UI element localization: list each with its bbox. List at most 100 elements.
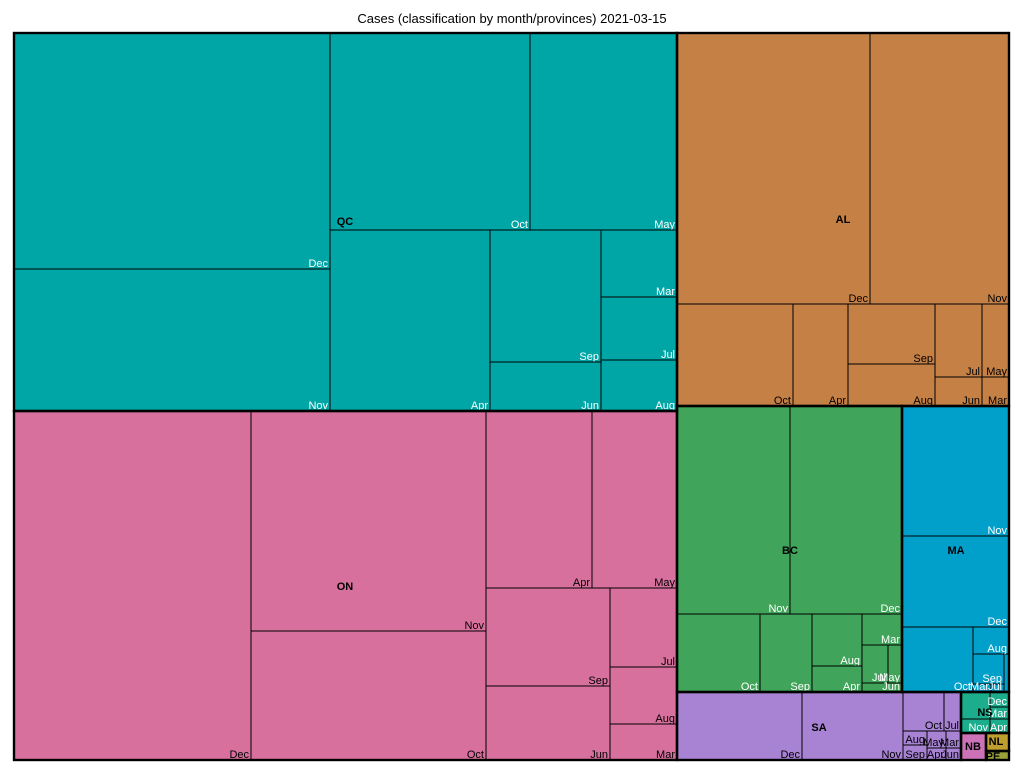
province-pe-border (984, 749, 1011, 762)
province-label-pe: PE (986, 751, 1001, 763)
cell-al-aug (847, 363, 936, 407)
month-label: Jul (661, 656, 675, 668)
month-label: Nov (768, 603, 788, 615)
month-label: Oct (511, 219, 528, 231)
month-label: Sep (913, 353, 933, 365)
cell-al-jul (934, 303, 983, 378)
month-label: Apr (927, 749, 944, 761)
month-label: Sep (579, 351, 599, 363)
cell-bc-jul (861, 644, 889, 684)
month-label: Aug (913, 395, 933, 407)
month-label: Jun (590, 749, 608, 761)
cell-on-aug (609, 666, 678, 725)
month-label: Mar (656, 749, 675, 761)
cell-on-jun (485, 685, 611, 761)
month-label: Dec (880, 603, 900, 615)
month-label: Sep (982, 673, 1002, 685)
month-label: Mar (940, 737, 959, 749)
chart-title: Cases (classification by month/provinces… (357, 11, 667, 26)
cell-bc-dec (789, 405, 903, 615)
month-label: Oct (467, 749, 484, 761)
province-nb-area (960, 732, 987, 761)
cell-sa-nov (801, 691, 904, 761)
month-label: Dec (229, 749, 249, 761)
month-label: Sep (905, 749, 925, 761)
cell-al-jun (934, 376, 983, 407)
cell-qc-jul (600, 296, 678, 361)
month-label: Nov (881, 749, 901, 761)
month-label: Jun (941, 749, 959, 761)
cell-ma-nov (901, 405, 1010, 537)
month-label: Dec (987, 696, 1007, 708)
month-label: Nov (968, 722, 988, 734)
cell-al-nov (869, 32, 1010, 305)
province-label-al: AL (836, 214, 851, 226)
cell-qc-nov (13, 268, 331, 412)
cell-ma-oct (901, 626, 974, 693)
month-label: Apr (573, 577, 590, 589)
cell-bc-sep (759, 613, 813, 693)
province-label-nb: NB (965, 741, 981, 753)
month-label: Jun (882, 681, 900, 693)
province-label-on: ON (337, 581, 354, 593)
cell-qc-aug (600, 359, 678, 412)
cell-qc-oct (329, 32, 531, 231)
cell-on-nov (250, 410, 487, 632)
cell-al-sep (847, 303, 936, 365)
month-label: Apr (990, 722, 1007, 734)
month-label: Apr (829, 395, 846, 407)
month-label: Jul (966, 366, 980, 378)
province-label-ns: NS (977, 707, 992, 719)
province-label-ma: MA (947, 545, 964, 557)
cell-qc-may (529, 32, 678, 231)
month-label: Nov (987, 525, 1007, 537)
province-label-qc: QC (337, 216, 354, 228)
province-label-bc: BC (782, 545, 798, 557)
cell-ma-sep (972, 653, 1005, 685)
month-label: Aug (655, 400, 675, 412)
month-label: Jul (988, 681, 1002, 693)
month-label: Mar (988, 708, 1007, 720)
cell-al-may (981, 303, 1010, 378)
month-label: Nov (464, 620, 484, 632)
month-label: Jun (962, 395, 980, 407)
month-label: May (923, 737, 944, 749)
month-label: Jul (661, 349, 675, 361)
month-label: Mar (881, 634, 900, 646)
month-label: Dec (848, 293, 868, 305)
month-label: Sep (588, 675, 608, 687)
month-label: Nov (308, 400, 328, 412)
month-label: Dec (987, 616, 1007, 628)
cell-on-sep (485, 587, 611, 687)
month-label: Aug (987, 643, 1007, 655)
cell-bc-nov (676, 405, 791, 615)
cell-qc-jun (489, 361, 602, 412)
month-label: Oct (774, 395, 791, 407)
month-label: Mar (970, 681, 989, 693)
month-label: May (654, 577, 675, 589)
month-label: Oct (741, 681, 758, 693)
cell-qc-mar (600, 229, 678, 298)
month-label: Aug (840, 655, 860, 667)
cell-on-may (591, 410, 678, 589)
cell-qc-apr (329, 229, 491, 412)
cell-on-jul (609, 587, 678, 668)
month-label: Oct (954, 681, 971, 693)
month-label: Apr (471, 400, 488, 412)
month-label: Dec (308, 258, 328, 270)
month-label: Jul (872, 672, 886, 684)
month-label: Mar (656, 286, 675, 298)
month-label: May (654, 219, 675, 231)
cell-on-mar (609, 723, 678, 761)
month-label: Jul (945, 720, 959, 732)
month-label: Oct (925, 720, 942, 732)
cell-al-mar (981, 376, 1010, 407)
cell-on-dec (13, 410, 252, 761)
month-label: May (879, 672, 900, 684)
month-label: Sep (790, 681, 810, 693)
cell-on-apr (485, 410, 593, 589)
month-label: Nov (987, 293, 1007, 305)
cell-bc-aug (811, 613, 863, 667)
cell-al-apr (792, 303, 849, 407)
